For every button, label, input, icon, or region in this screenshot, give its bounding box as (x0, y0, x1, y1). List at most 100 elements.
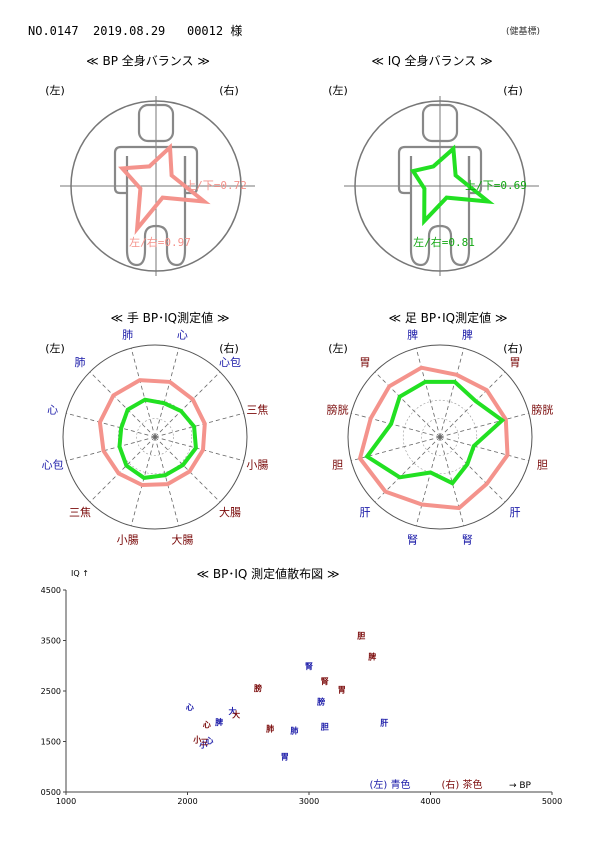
scatter-x-tick-label: 4000 (420, 797, 440, 806)
record-date: 2019.08.29 (93, 24, 166, 38)
foot-radar-spoke (439, 436, 506, 503)
foot-radar-spoke (351, 436, 441, 462)
bp-updown-label: 上/下=0.72 (185, 179, 247, 192)
patient-id: 00012 (186, 24, 224, 38)
record-number: NO.0147 (28, 24, 79, 38)
bp-balance-panel: ≪ BP 全身バランス ≫ (左) (右) 上/下=0.72 左/右=0.97 (45, 53, 255, 276)
hand-radar-axis-label: 肺 (75, 356, 86, 369)
hand-radar-iq-polygon (117, 397, 198, 480)
hand-radar-axis-label: 心 (47, 404, 58, 417)
scatter-point-left: 肝 (380, 718, 388, 727)
scatter-point-left: 小 (198, 740, 207, 750)
scatter-point-right: 胃 (338, 686, 346, 695)
bp-balance-right-label: (右) (219, 83, 239, 97)
foot-radar-bp-polygon (357, 365, 510, 511)
scatter-point-left: 腎 (305, 661, 313, 671)
scatter-point-left: 脾 (214, 717, 223, 727)
hand-radar-spoke (154, 436, 180, 526)
scatter-title: ≪ BP･IQ 測定値散布図 ≫ (196, 566, 339, 581)
scatter-point-right: 脾 (367, 652, 376, 662)
foot-radar-axis-label: 胆 (537, 458, 548, 471)
scatter-point-left: 胆 (321, 722, 329, 731)
scatter-y-tick-label: 2500 (41, 687, 61, 696)
foot-radar-axis-label: 腎 (407, 533, 418, 546)
scatter-point-right: 肺 (266, 723, 274, 733)
scatter-point-right: 膀 (253, 683, 262, 693)
iq-balance-left-label: (左) (328, 84, 348, 97)
hand-radar-axis-label: 大腸 (171, 532, 193, 546)
foot-radar-spoke (351, 412, 441, 438)
scatter-legend-right: (右) 茶色 (442, 778, 483, 791)
foot-radar-left-label: (左) (328, 342, 348, 355)
scatter-point-right: 腎 (321, 676, 329, 686)
scatter-point-right: 心 (203, 719, 211, 729)
bp-balance-left-label: (左) (45, 84, 65, 97)
bp-leftright-label: 左/右=0.97 (129, 235, 191, 249)
scatter-x-tick-label: 1000 (56, 797, 76, 806)
foot-radar-spoke (439, 412, 529, 438)
scatter-point-left: 心 (205, 736, 213, 746)
bp-balance-title: ≪ BP 全身バランス ≫ (86, 53, 210, 68)
foot-radar-outer-circle (347, 344, 533, 530)
scatter-point-left: 肺 (290, 725, 298, 735)
hand-radar-axis-label: 心包 (42, 458, 64, 471)
foot-radar-spoke (439, 348, 465, 438)
scatter-x-tick-label: 3000 (299, 797, 319, 806)
foot-radar-inner-ring (402, 399, 478, 475)
header-note: (健基標) (505, 27, 540, 37)
scatter-point-left: 大 (229, 706, 237, 716)
bp-balance-star (118, 142, 211, 236)
hand-radar-bp-polygon (97, 378, 207, 488)
foot-radar-axis-label: 肝 (510, 506, 521, 519)
hand-radar-spoke (66, 412, 156, 438)
hand-radar-spoke (154, 348, 180, 438)
iq-balance-right-label: (右) (503, 83, 523, 97)
scatter-chart: ≪ BP･IQ 測定値散布図 ≫ IQ ↑ → BP (左) 青色 (右) 茶色… (41, 566, 563, 806)
foot-radar-axis-label: 胃 (510, 356, 521, 369)
hand-radar-left-label: (左) (45, 342, 65, 355)
foot-radar-axis-label: 腎 (462, 533, 473, 546)
foot-radar-spoke (374, 371, 441, 438)
hand-radar-spoke (154, 412, 244, 438)
scatter-point-left: 胃 (281, 753, 289, 762)
foot-radar-axis-label: 膀胱 (531, 403, 553, 417)
scatter-point-right: 小 (192, 735, 201, 745)
scatter-x-tick-label: 2000 (177, 797, 197, 806)
hand-radar-spoke (130, 348, 156, 438)
scatter-point-left: 膀 (316, 697, 325, 707)
hand-radar-outer-circle (62, 344, 248, 530)
hand-radar-axis-label: 肺 (122, 329, 133, 342)
scatter-x-tick-label: 5000 (542, 797, 562, 806)
hand-radar-axis-label: 小腸 (246, 458, 268, 471)
iq-balance-panel: ≪ IQ 全身バランス ≫ (左) (右) 上/下=0.69 左/右=0.81 (328, 53, 539, 276)
foot-radar-spoke (439, 371, 506, 438)
foot-radar-title: ≪ 足 BP･IQ測定値 ≫ (388, 310, 507, 325)
hand-radar-title: ≪ 手 BP･IQ測定値 ≫ (110, 310, 229, 325)
iq-balance-star (409, 144, 495, 227)
hand-radar-spoke (89, 371, 156, 438)
iq-updown-label: 上/下=0.69 (465, 179, 527, 192)
foot-radar-spoke (439, 436, 529, 462)
foot-radar-spoke (415, 348, 441, 438)
hand-radar-axis-label: 小腸 (117, 533, 139, 546)
hand-radar-inner-ring (136, 418, 174, 456)
hand-radar-right-label: (右) (219, 341, 239, 355)
scatter-ylabel: IQ ↑ (71, 569, 89, 578)
hand-radar-spoke (154, 371, 221, 438)
foot-radar-spoke (415, 436, 441, 526)
iq-balance-title: ≪ IQ 全身バランス ≫ (371, 53, 492, 68)
foot-radar-inner-ring (421, 418, 459, 456)
foot-radar-axis-label: 脾 (462, 328, 473, 342)
scatter-y-tick-label: 4500 (41, 586, 61, 595)
hand-radar-spoke (154, 436, 244, 462)
hand-radar-axis-label: 心包 (219, 356, 241, 369)
foot-radar-axis-label: 肝 (360, 506, 371, 519)
scatter-y-tick-label: 3500 (41, 637, 61, 646)
scatter-point-right: 大 (232, 709, 240, 719)
hand-radar-spoke (154, 436, 221, 503)
foot-radar-axis-label: 脾 (407, 328, 418, 342)
scatter-xlabel: → BP (509, 781, 532, 791)
